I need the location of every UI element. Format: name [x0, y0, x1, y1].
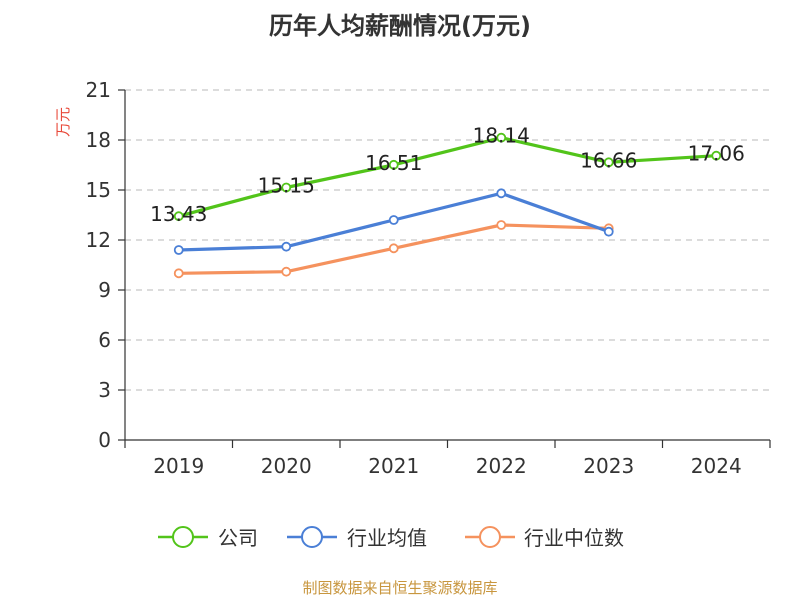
data-label: 16.66 — [580, 148, 637, 172]
y-tick-label: 0 — [98, 428, 111, 452]
data-point — [281, 266, 292, 277]
legend-item: 行业中位数 — [465, 526, 624, 550]
legend-label: 公司 — [218, 526, 258, 550]
x-tick-label: 2020 — [261, 454, 312, 478]
legend-marker — [301, 526, 323, 548]
data-point — [388, 159, 399, 170]
data-point — [496, 188, 507, 199]
y-tick-label: 6 — [98, 328, 111, 352]
legend-label: 行业中位数 — [524, 526, 624, 550]
data-label: 15.15 — [258, 174, 315, 198]
data-label: 17.06 — [688, 142, 745, 166]
grid-lines — [125, 89, 770, 391]
legend-marker — [479, 526, 501, 548]
data-point — [388, 243, 399, 254]
legend-label: 行业均值 — [347, 526, 427, 550]
data-point — [281, 182, 292, 193]
chart-title: 历年人均薪酬情况(万元) — [269, 12, 531, 40]
data-point — [173, 211, 184, 222]
y-tick-label: 15 — [86, 178, 111, 202]
y-tick-label: 9 — [98, 278, 111, 302]
data-label: 13.43 — [150, 202, 207, 226]
y-tick-label: 18 — [86, 128, 111, 152]
data-label: 18.14 — [473, 124, 530, 148]
x-tick-label: 2019 — [153, 454, 204, 478]
legend-item: 公司 — [158, 526, 258, 550]
data-labels: 13.43 15.15 16.51 18.14 16.66 17.06 — [150, 124, 745, 227]
data-point — [711, 150, 722, 161]
data-point — [173, 245, 184, 255]
x-tick-label: 2021 — [368, 454, 419, 478]
data-point — [281, 241, 292, 252]
legend-marker — [172, 526, 194, 548]
series-line — [178, 136, 717, 218]
source-note: 制图数据来自恒生聚源数据库 — [302, 579, 498, 597]
y-tick-label: 21 — [86, 78, 111, 102]
data-point — [388, 215, 399, 225]
data-point — [496, 132, 507, 143]
legend-item: 行业均值 — [287, 526, 427, 550]
axes: 0 3 6 9 12 15 18 21 2019 2020 2021 2022 2023 2024 万元 — [54, 78, 771, 478]
data-point — [603, 157, 614, 168]
data-point — [173, 268, 184, 279]
series-lines — [173, 132, 722, 279]
x-tick-label: 2022 — [476, 454, 527, 478]
data-point — [603, 226, 614, 237]
legend: 公司 行业均值 行业中位数 — [158, 526, 624, 550]
data-label: 16.51 — [365, 151, 422, 175]
data-point — [496, 220, 507, 230]
y-tick-label: 12 — [86, 228, 111, 252]
y-tick-label: 3 — [98, 378, 111, 402]
x-tick-label: 2024 — [691, 454, 742, 478]
x-tick-label: 2023 — [583, 454, 634, 478]
y-axis-label: 万元 — [54, 107, 72, 137]
